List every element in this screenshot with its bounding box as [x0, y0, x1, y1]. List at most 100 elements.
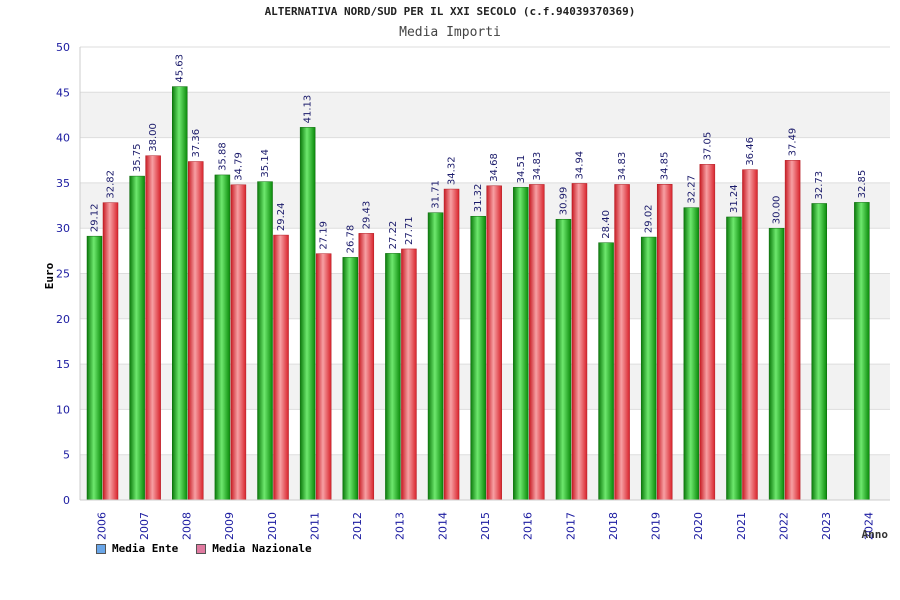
value-label-media-ente-2016: 34.51 [516, 155, 527, 184]
bar-media-ente-2009 [214, 174, 231, 501]
y-tick-labels: 0 5 10 15 20 25 30 35 40 45 50 [56, 41, 70, 507]
x-tick-label-2008: 2008 [181, 512, 194, 540]
x-tick-label-2009: 2009 [223, 512, 236, 540]
bar-media-nazionale-2010 [273, 234, 289, 501]
x-axis-label: Anno [862, 528, 889, 541]
x-tick-label-2024: 2024 [863, 512, 876, 540]
value-label-media-ente-2006: 29.12 [90, 204, 101, 233]
value-label-media-nazionale-2020: 37.05 [702, 132, 713, 161]
x-tick-label-2007: 2007 [138, 512, 151, 540]
bar-media-ente-2023 [811, 203, 827, 501]
bar-media-nazionale-2015 [486, 185, 502, 501]
value-label-media-ente-2015: 31.32 [473, 184, 484, 213]
bar-media-nazionale-2019 [656, 184, 673, 501]
value-label-media-ente-2018: 28.40 [601, 210, 612, 239]
value-label-media-ente-2017: 30.99 [558, 187, 569, 216]
legend-swatch-media-ente [96, 543, 106, 554]
value-label-media-nazionale-2021: 36.46 [745, 137, 756, 166]
bar-media-ente-2015 [470, 215, 486, 501]
legend-item-media-nazionale: Media Nazionale [196, 542, 312, 555]
value-label-media-ente-2011: 41.13 [303, 95, 314, 124]
bar-media-nazionale-2011 [315, 253, 332, 501]
x-tick-label-2018: 2018 [607, 512, 620, 540]
x-tick-label-2016: 2016 [522, 512, 535, 540]
bar-media-ente-2012 [342, 257, 359, 501]
x-tick-label-2019: 2019 [650, 512, 663, 540]
y-tick-label: 25 [56, 268, 70, 281]
bar-media-nazionale-2008 [188, 161, 204, 501]
y-tick-label: 35 [56, 177, 70, 190]
y-tick-label: 50 [56, 41, 70, 54]
x-tick-label-2014: 2014 [436, 512, 449, 540]
value-label-media-nazionale-2022: 37.49 [788, 128, 799, 157]
bar-media-ente-2007 [129, 175, 145, 501]
bar-media-nazionale-2014 [443, 188, 460, 501]
value-label-media-nazionale-2007: 38.00 [148, 123, 159, 152]
x-tick-label-2023: 2023 [820, 512, 833, 540]
value-label-media-ente-2023: 32.73 [814, 171, 825, 200]
value-label-media-ente-2007: 35.75 [132, 143, 143, 172]
bar-media-nazionale-2013 [401, 248, 417, 501]
bar-media-nazionale-2006 [102, 202, 119, 501]
bar-media-nazionale-2022 [784, 160, 801, 501]
value-label-media-nazionale-2012: 29.43 [361, 201, 372, 230]
value-label-media-nazionale-2008: 37.36 [191, 129, 202, 158]
y-tick-label: 20 [56, 313, 70, 326]
bar-media-ente-2006 [86, 235, 103, 501]
value-label-media-ente-2012: 26.78 [345, 225, 356, 254]
value-label-media-ente-2014: 31.71 [431, 180, 442, 209]
value-label-media-nazionale-2015: 34.68 [489, 153, 500, 182]
value-label-media-ente-2013: 27.22 [388, 221, 399, 250]
plot-band [80, 47, 890, 93]
legend-item-media-ente: Media Ente [96, 542, 178, 555]
value-label-media-nazionale-2016: 34.83 [532, 152, 543, 181]
value-label-media-nazionale-2013: 27.71 [404, 216, 415, 245]
x-tick-label-2013: 2013 [394, 512, 407, 540]
y-tick-label: 30 [56, 222, 70, 235]
bar-media-nazionale-2020 [699, 164, 716, 501]
axes [79, 47, 890, 501]
value-label-media-nazionale-2011: 27.19 [319, 221, 330, 250]
bar-media-nazionale-2017 [571, 183, 588, 501]
bar-media-nazionale-2018 [614, 184, 630, 501]
bar-media-ente-2013 [385, 253, 401, 501]
bar-media-ente-2016 [513, 187, 529, 501]
bar-media-ente-2008 [172, 86, 188, 501]
x-tick-labels: 2006 2007 2008 2009 2010 2011 2012 2013 2014 2015… [95, 512, 875, 540]
value-label-media-ente-2022: 30.00 [772, 196, 783, 225]
bar-media-ente-2021 [726, 216, 742, 501]
y-tick-label: 40 [56, 132, 70, 145]
bar-media-nazionale-2016 [529, 184, 545, 501]
value-label-media-ente-2010: 35.14 [260, 149, 271, 178]
x-tick-label-2006: 2006 [95, 512, 108, 540]
chart-title: ALTERNATIVA NORD/SUD PER IL XXI SECOLO (… [264, 5, 636, 18]
bar-media-ente-2017 [555, 218, 572, 501]
x-tick-label-2012: 2012 [351, 512, 364, 540]
bar-media-nazionale-2009 [230, 184, 247, 501]
value-label-media-ente-2024: 32.85 [857, 170, 868, 199]
x-tick-label-2021: 2021 [735, 512, 748, 540]
value-label-media-ente-2021: 31.24 [729, 184, 740, 213]
value-label-media-ente-2020: 32.27 [686, 175, 697, 204]
plot-band [80, 92, 890, 138]
bar-media-ente-2020 [683, 207, 700, 501]
bar-media-ente-2024 [854, 202, 870, 501]
bar-media-ente-2010 [257, 181, 273, 501]
y-tick-label: 45 [56, 86, 70, 99]
legend-label-media-ente: Media Ente [112, 542, 179, 555]
value-label-media-ente-2009: 35.88 [217, 142, 228, 171]
bar-media-nazionale-2012 [358, 233, 375, 501]
y-tick-label: 5 [63, 449, 70, 462]
x-tick-label-2020: 2020 [692, 512, 705, 540]
bar-media-nazionale-2007 [145, 155, 161, 501]
bar-media-ente-2022 [768, 227, 785, 501]
y-axis-label: Euro [43, 262, 56, 289]
value-label-media-ente-2019: 29.02 [644, 204, 655, 233]
value-label-media-nazionale-2019: 34.85 [660, 152, 671, 181]
x-tick-label-2022: 2022 [777, 512, 790, 540]
bar-media-ente-2011 [299, 127, 316, 501]
y-tick-label: 10 [56, 403, 70, 416]
legend: Media Ente Media Nazionale [96, 542, 312, 555]
legend-label-media-nazionale: Media Nazionale [212, 542, 312, 555]
